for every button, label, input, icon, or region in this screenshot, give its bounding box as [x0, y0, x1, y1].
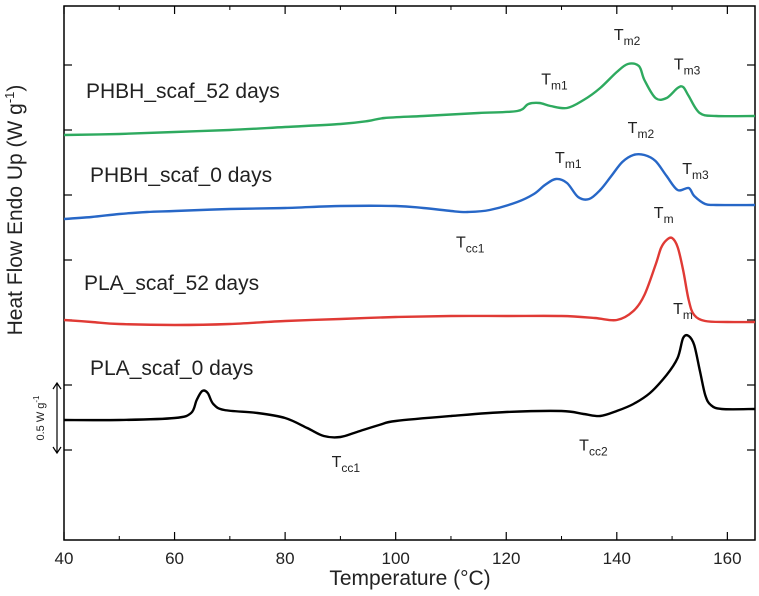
annotation-subscript: m1	[551, 78, 568, 92]
x-axis-ticks: 40 60 80 100 120 140 160	[55, 6, 742, 568]
annotation-base: T	[555, 150, 565, 167]
series-label-pla-scaf-52-days: PLA_scaf_52 days	[84, 272, 259, 295]
peak-annotation-m1: Tm1	[541, 71, 568, 92]
x-tick-label: 140	[603, 549, 631, 568]
x-tick-label: 100	[381, 549, 409, 568]
peak-annotation-m: Tm	[673, 301, 693, 322]
y-axis-title-main: Heat Flow Endo Up (W g	[4, 103, 27, 335]
annotation-subscript: m	[683, 308, 693, 322]
scale-bar-label-sup: -1	[32, 395, 41, 403]
series-line-pla-scaf-0-days	[63, 333, 756, 439]
annotation-base: T	[332, 454, 342, 471]
peak-annotation-m3: Tm3	[682, 161, 709, 182]
x-tick-label: 40	[55, 549, 74, 568]
peak-annotation-m2: Tm2	[614, 27, 641, 48]
annotation-base: T	[654, 205, 664, 222]
x-axis-title: Temperature (°C)	[329, 567, 490, 590]
annotation-subscript: cc2	[589, 445, 608, 459]
annotation-subscript: cc1	[466, 242, 485, 256]
y-axis-title-close: )	[4, 85, 27, 92]
peak-annotation-m1: Tm1	[555, 150, 582, 171]
peak-annotation-m: Tm	[654, 205, 674, 226]
annotation-base: T	[682, 161, 692, 178]
x-tick-label: 120	[492, 549, 520, 568]
y-axis-title-sup: -1	[2, 92, 17, 104]
annotation-subscript: m3	[692, 168, 709, 182]
peak-annotation-m3: Tm3	[674, 57, 701, 78]
annotation-subscript: m2	[637, 127, 654, 141]
series-layer	[63, 62, 756, 439]
scale-bar-arrow-bottom	[52, 446, 62, 455]
x-tick-label: 80	[276, 549, 295, 568]
annotation-base: T	[674, 57, 684, 74]
series-line-pla-scaf-52-days	[63, 236, 756, 327]
scale-bar-arrow-top	[52, 381, 62, 390]
peak-annotation-cc2: Tcc2	[579, 438, 608, 459]
y-axis-title: Heat Flow Endo Up (W g-1)	[2, 85, 27, 336]
annotation-base: T	[673, 301, 683, 318]
annotation-subscript: m	[664, 212, 674, 226]
series-label-phbh-scaf-0-days: PHBH_scaf_0 days	[90, 164, 272, 187]
annotation-base: T	[541, 71, 551, 88]
plot-border	[63, 5, 756, 541]
annotation-base: T	[628, 120, 638, 137]
annotation-subscript: m3	[684, 64, 701, 78]
series-label-phbh-scaf-52-days: PHBH_scaf_52 days	[86, 80, 280, 103]
peak-annotation-cc1: Tcc1	[456, 235, 485, 256]
series-labels: PHBH_scaf_52 days PHBH_scaf_0 days PLA_sca…	[84, 80, 280, 380]
series-label-pla-scaf-0-days: PLA_scaf_0 days	[90, 357, 253, 380]
annotation-base: T	[456, 235, 466, 252]
x-tick-label: 60	[165, 549, 184, 568]
x-tick-label: 160	[713, 549, 741, 568]
annotation-subscript: cc1	[341, 461, 360, 475]
annotation-base: T	[579, 438, 589, 455]
peak-annotation-cc1: Tcc1	[332, 454, 361, 475]
peak-annotation-m2: Tm2	[628, 120, 655, 141]
scale-bar-label: 0.5 W g-1	[32, 395, 47, 441]
series-line-phbh-scaf-52-days	[63, 62, 756, 137]
scale-bar: 0.5 W g-1	[32, 381, 62, 455]
annotation-subscript: m2	[624, 34, 641, 48]
annotation-base: T	[614, 27, 624, 44]
series-line-phbh-scaf-0-days	[63, 152, 756, 221]
scale-bar-label-main: 0.5 W g	[35, 403, 47, 441]
plot-frame	[63, 5, 756, 541]
annotation-subscript: m1	[565, 157, 582, 171]
